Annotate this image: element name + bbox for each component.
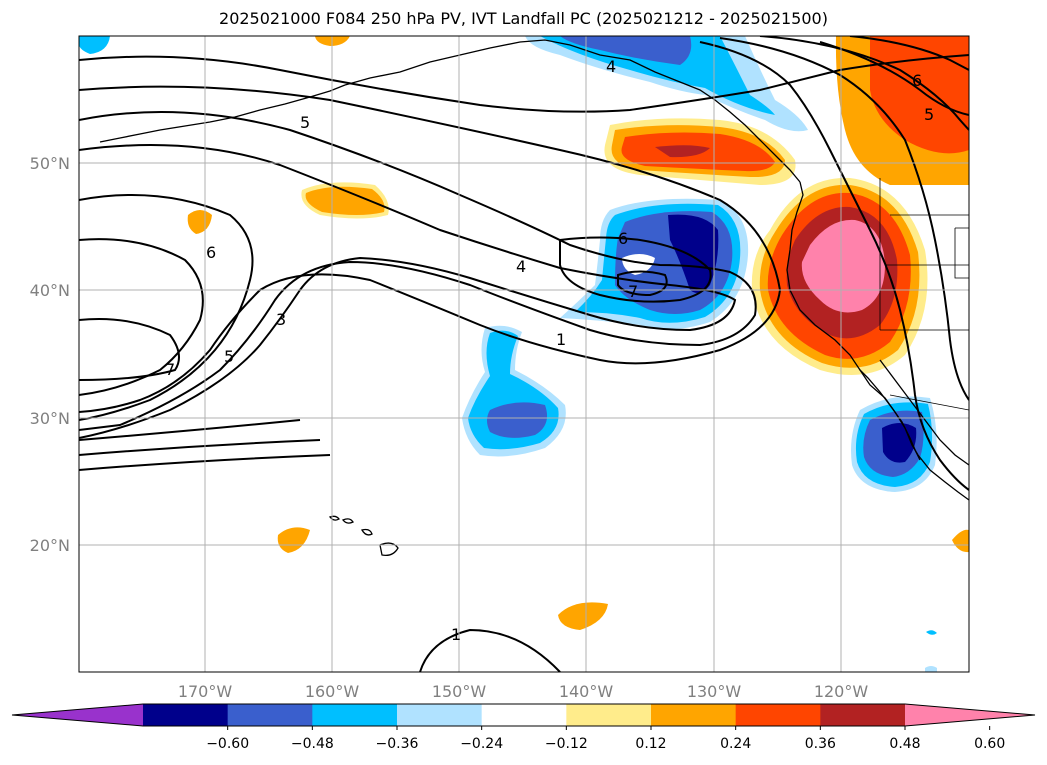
pv-contour-4 bbox=[79, 144, 737, 439]
colorbar-segment bbox=[397, 704, 483, 726]
hawaii-oahu bbox=[341, 518, 354, 524]
pv-contour-6 bbox=[79, 238, 204, 396]
contour-label: 7 bbox=[628, 282, 638, 301]
positive-anomaly-west bbox=[187, 210, 212, 234]
contour-label: 4 bbox=[516, 257, 526, 276]
negative-anomaly-central-hole bbox=[622, 254, 655, 275]
pv-contour-1-south bbox=[419, 628, 561, 672]
colorbar-segment bbox=[820, 704, 906, 726]
colorbar-segment bbox=[312, 704, 398, 726]
lon-label-160w: 160°W bbox=[305, 682, 360, 701]
colorbar-segment bbox=[143, 704, 229, 726]
negative-anomaly-nw bbox=[79, 36, 110, 54]
lon-label-170w: 170°W bbox=[178, 682, 233, 701]
colorbar-tick-label: 0.24 bbox=[720, 736, 751, 752]
colorbar-segment bbox=[651, 704, 737, 726]
contour-label: 7 bbox=[165, 360, 175, 379]
baja-peninsula bbox=[859, 369, 921, 461]
lat-label-40n: 40°N bbox=[30, 281, 70, 300]
colorbar-tick-label: 0.36 bbox=[805, 736, 836, 752]
negative-anomaly-tiny-1 bbox=[926, 630, 937, 635]
colorbar-extend-min bbox=[12, 704, 143, 726]
contour-label: 5 bbox=[924, 105, 934, 124]
negative-anomaly-south-core bbox=[487, 402, 548, 438]
lat-label-20n: 20°N bbox=[30, 536, 70, 555]
pv-contour-east-4 bbox=[849, 36, 969, 71]
contour-label: 6 bbox=[206, 243, 216, 262]
colorbar-outline bbox=[11, 703, 1036, 727]
latitude-labels: 50°N 40°N 30°N 20°N bbox=[30, 154, 70, 555]
colorbar-tick-label: 0.48 bbox=[889, 736, 920, 752]
colorbar-tick-label: −0.48 bbox=[291, 736, 334, 752]
negative-anomaly-alaska-3 bbox=[560, 36, 692, 65]
negative-anomaly-central-core bbox=[668, 214, 719, 294]
colorbar-segment bbox=[227, 704, 313, 726]
map-frame bbox=[78, 35, 970, 673]
pv-contour-east-1 bbox=[699, 41, 969, 491]
pv-contour-east-3 bbox=[759, 36, 969, 131]
contour-label: 1 bbox=[451, 625, 461, 644]
positive-anomaly-160w-2 bbox=[305, 186, 385, 215]
contour-label: 4 bbox=[606, 57, 616, 76]
colorbar-extend-max bbox=[905, 704, 1035, 726]
contour-labels: 4 6 5 5 6 4 6 7 3 5 7 1 1 bbox=[165, 57, 934, 644]
lon-label-150w: 150°W bbox=[432, 682, 487, 701]
positive-anomaly-hawaii bbox=[277, 527, 310, 553]
pv-contour-7 bbox=[79, 318, 180, 381]
longitude-labels: 170°W 160°W 150°W 140°W 130°W 120°W bbox=[178, 682, 869, 701]
lat-label-50n: 50°N bbox=[30, 154, 70, 173]
colorbar-tick-label: −0.36 bbox=[376, 736, 419, 752]
negative-anomaly-alaska bbox=[525, 36, 808, 132]
pv-contour-5-upper bbox=[79, 54, 969, 113]
colorbar bbox=[11, 703, 1036, 727]
positive-anomaly-california-core bbox=[801, 219, 885, 313]
negative-anomaly-alaska-2 bbox=[540, 36, 775, 115]
map-title: 2025021000 F084 250 hPa PV, IVT Landfall… bbox=[219, 9, 828, 28]
positive-anomaly-mexico bbox=[952, 529, 969, 553]
pc-anomaly-fill bbox=[79, 36, 969, 672]
contour-label: 5 bbox=[224, 347, 234, 366]
colorbar-tick-label: −0.12 bbox=[545, 736, 588, 752]
colorbar-tick-label: 0.60 bbox=[974, 736, 1005, 752]
lon-label-130w: 130°W bbox=[687, 682, 742, 701]
lon-label-140w: 140°W bbox=[559, 682, 614, 701]
hawaii-big-island bbox=[379, 542, 399, 556]
pv-contour-3 bbox=[79, 111, 757, 431]
lon-label-120w: 120°W bbox=[814, 682, 869, 701]
aleutian-islands bbox=[99, 84, 346, 143]
contour-label: 3 bbox=[276, 310, 286, 329]
contour-label: 6 bbox=[912, 71, 922, 90]
colorbar-tick-label: 0.12 bbox=[635, 736, 666, 752]
colorbar-labels: −0.60 −0.48 −0.36 −0.24 −0.12 0.12 0.24 0.36 0.4… bbox=[206, 726, 1005, 752]
positive-anomaly-south bbox=[558, 602, 608, 630]
colorbar-tick-label: −0.24 bbox=[460, 736, 503, 752]
pv-contour-5-mid bbox=[79, 194, 254, 421]
colorbar-segment bbox=[481, 704, 567, 726]
lat-label-30n: 30°N bbox=[30, 409, 70, 428]
pv-contour-east-5 bbox=[819, 41, 969, 116]
hawaii-maui bbox=[361, 528, 373, 536]
positive-anomaly-gulf-core bbox=[655, 145, 710, 158]
pv-contour-loop-7 bbox=[617, 270, 668, 297]
mexico-coast bbox=[917, 454, 969, 501]
map-content: 4 6 5 5 6 4 6 7 3 5 7 1 1 bbox=[79, 36, 969, 672]
colorbar-segment bbox=[566, 704, 652, 726]
pv-contour-1-north bbox=[79, 85, 782, 413]
pv-contour-east-2 bbox=[719, 37, 969, 401]
colorbar-tick-label: −0.60 bbox=[206, 736, 249, 752]
pv-contours bbox=[79, 36, 969, 672]
negative-anomaly-tiny-2 bbox=[925, 666, 937, 672]
contour-label: 6 bbox=[618, 229, 628, 248]
gridlines bbox=[79, 36, 969, 672]
contour-label: 5 bbox=[300, 113, 310, 132]
contour-label: 1 bbox=[556, 330, 566, 349]
alaska-coast bbox=[344, 39, 801, 183]
colorbar-segment bbox=[735, 704, 821, 726]
gulf-of-california bbox=[879, 359, 969, 466]
pv-contour-west-lines bbox=[79, 419, 331, 471]
